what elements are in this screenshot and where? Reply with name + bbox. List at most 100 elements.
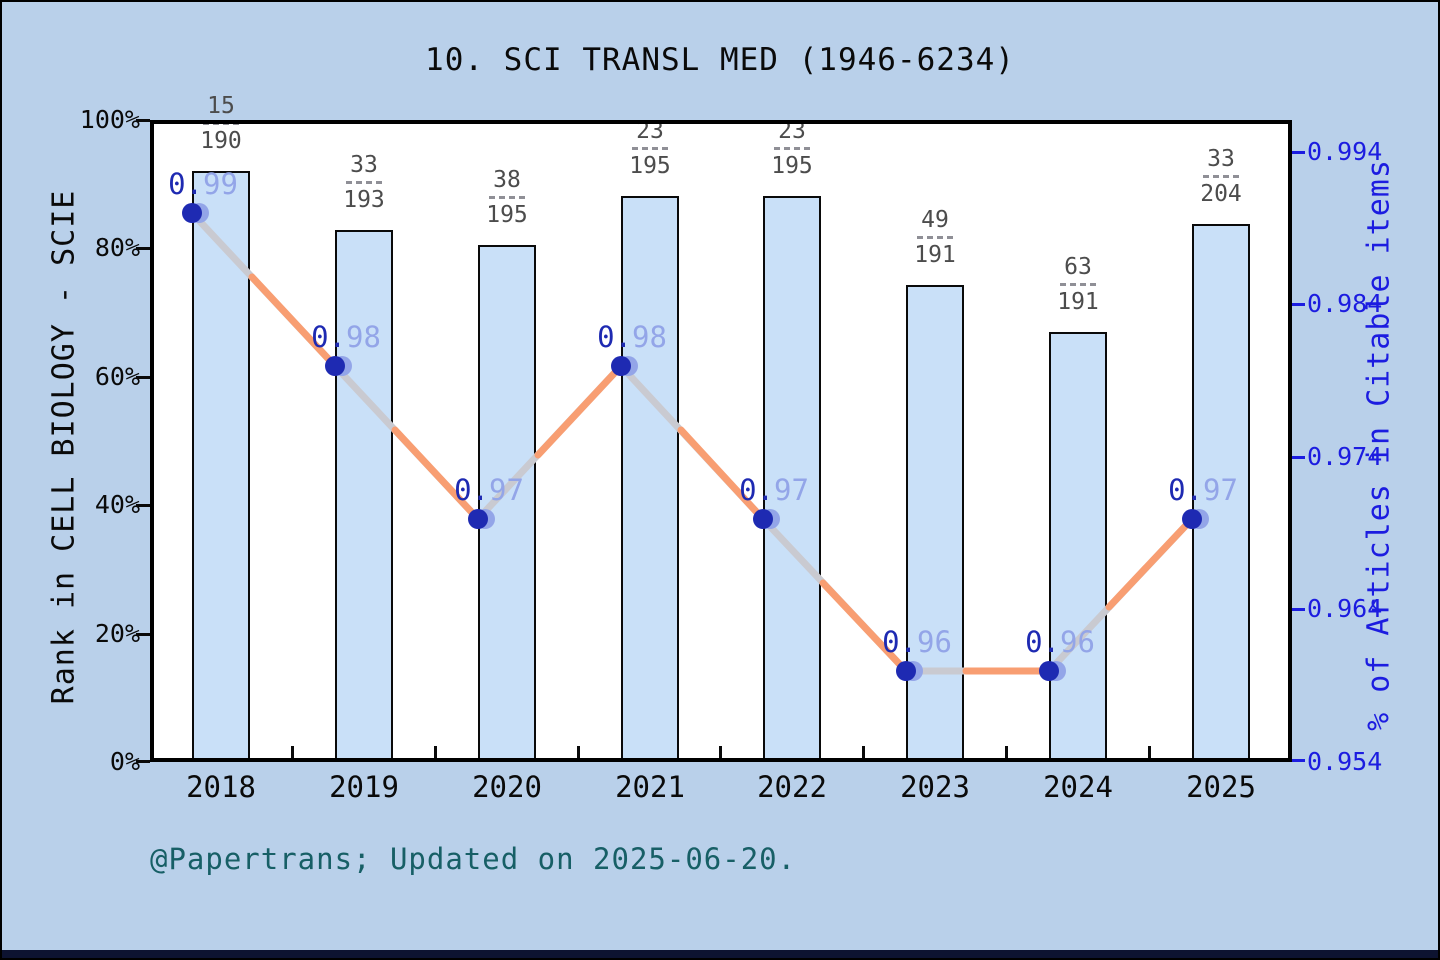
value-head: 0.	[882, 625, 917, 659]
y-axis-tick-label: 0%	[109, 747, 140, 776]
fraction-divider	[346, 181, 382, 184]
value-tail: 98	[632, 320, 667, 354]
fraction-numerator: 38	[493, 167, 521, 193]
x-axis-tick-mark	[719, 746, 722, 758]
x-axis-tick-mark	[434, 746, 437, 758]
y2-axis-tick-label: 0.994	[1307, 137, 1383, 166]
chart-title: 10. SCI TRANSL MED (1946-6234)	[425, 42, 1015, 78]
value-head: 0.	[311, 320, 346, 354]
x-axis-tick-mark	[291, 746, 294, 758]
fraction-divider	[1060, 283, 1096, 286]
point-value-label-2019: 0.98	[311, 320, 381, 354]
value-tail: 98	[346, 320, 381, 354]
y-axis-tick-label: 100%	[79, 105, 140, 134]
x-axis-tick-label: 2021	[615, 770, 685, 804]
fraction-divider	[1203, 175, 1239, 178]
line-point-marker-2023	[896, 661, 923, 681]
value-head: 0.	[168, 167, 203, 201]
y2-axis-tick-mark	[1292, 303, 1305, 306]
fraction-denominator: 195	[629, 153, 671, 179]
x-axis-tick-mark	[862, 746, 865, 758]
bar-fraction-label-2023: 49 191	[890, 207, 980, 268]
value-head: 0.	[1168, 473, 1203, 507]
point-value-label-2024: 0.96	[1025, 625, 1095, 659]
line-point-marker-2020	[468, 509, 495, 529]
value-tail: 99	[203, 167, 238, 201]
value-head: 0.	[1025, 625, 1060, 659]
y-axis-tick-label: 80%	[94, 233, 140, 262]
value-head: 0.	[454, 473, 489, 507]
trend-line-segment-orange	[391, 426, 482, 523]
y2-axis-tick-label: 0.984	[1307, 289, 1383, 318]
point-value-label-2018: 0.99	[168, 167, 238, 201]
y2-axis-tick-mark	[1292, 456, 1305, 459]
trend-line-segment-orange	[534, 362, 625, 459]
x-axis-tick-label: 2018	[186, 770, 256, 804]
fraction-denominator: 195	[486, 202, 528, 228]
x-axis-tick-label: 2024	[1043, 770, 1113, 804]
fraction-divider	[774, 147, 810, 150]
fraction-divider	[632, 147, 668, 150]
point-value-label-2022: 0.97	[739, 473, 809, 507]
value-tail: 97	[1203, 473, 1238, 507]
y-axis-tick-mark	[136, 247, 150, 250]
x-axis-tick-label: 2023	[900, 770, 970, 804]
line-point-marker-2025	[1182, 509, 1209, 529]
bottom-border-strip	[2, 950, 1438, 958]
x-axis-tick-mark	[1148, 746, 1151, 758]
fraction-numerator: 33	[1207, 146, 1235, 172]
x-axis-tick-label: 2025	[1186, 770, 1256, 804]
bar-2024	[1049, 332, 1107, 762]
y-axis-tick-label: 40%	[94, 490, 140, 519]
trend-line-segment-orange	[1105, 515, 1196, 611]
value-tail: 97	[774, 473, 809, 507]
y-axis-tick-label: 20%	[94, 619, 140, 648]
fraction-numerator: 63	[1064, 254, 1092, 280]
line-point-marker-2021	[611, 356, 638, 376]
fraction-denominator: 191	[914, 242, 956, 268]
trend-line-segment-orange	[677, 426, 767, 523]
y2-axis-tick-mark	[1292, 608, 1305, 611]
line-point-marker-2022	[753, 509, 780, 529]
line-point-marker-2018	[182, 203, 209, 223]
fraction-numerator: 33	[350, 152, 378, 178]
y2-axis-tick-label: 0.954	[1307, 747, 1383, 776]
point-value-label-2025: 0.97	[1168, 473, 1238, 507]
trend-line-segment-orange	[248, 273, 339, 370]
x-axis-tick-mark	[1005, 746, 1008, 758]
trend-line-segment-orange	[819, 579, 910, 675]
y2-axis-tick-label: 0.974	[1307, 442, 1383, 471]
bar-fraction-label-2020: 38 195	[462, 167, 552, 228]
bar-2020	[478, 245, 536, 762]
fraction-denominator: 193	[343, 187, 385, 213]
y-axis-tick-mark	[136, 760, 150, 763]
fraction-denominator: 195	[771, 153, 813, 179]
fraction-denominator: 204	[1200, 181, 1242, 207]
line-point-marker-2019	[325, 356, 352, 376]
y2-axis-tick-label: 0.964	[1307, 594, 1383, 623]
line-point-marker-2024	[1039, 661, 1066, 681]
value-tail: 97	[489, 473, 524, 507]
value-head: 0.	[739, 473, 774, 507]
y-axis-tick-mark	[136, 376, 150, 379]
x-axis-tick-label: 2020	[472, 770, 542, 804]
bar-fraction-label-2024: 63 191	[1033, 254, 1123, 315]
bar-2022	[763, 196, 821, 762]
fraction-divider	[489, 196, 525, 199]
bar-fraction-label-2025: 33 204	[1176, 146, 1266, 207]
bar-2023	[906, 285, 964, 762]
point-value-label-2021: 0.98	[597, 320, 667, 354]
x-axis-tick-mark	[577, 746, 580, 758]
fraction-numerator: 15	[207, 93, 235, 119]
bar-fraction-label-2019: 33 193	[319, 152, 409, 213]
x-axis-tick-label: 2022	[757, 770, 827, 804]
y2-axis-tick-mark	[1292, 759, 1305, 762]
bar-fraction-label-2018: 15 190	[176, 93, 266, 154]
fraction-divider	[917, 236, 953, 239]
value-tail: 96	[1060, 625, 1095, 659]
y-axis-tick-mark	[136, 633, 150, 636]
fraction-denominator: 191	[1057, 289, 1099, 315]
y-axis-tick-mark	[136, 504, 150, 507]
